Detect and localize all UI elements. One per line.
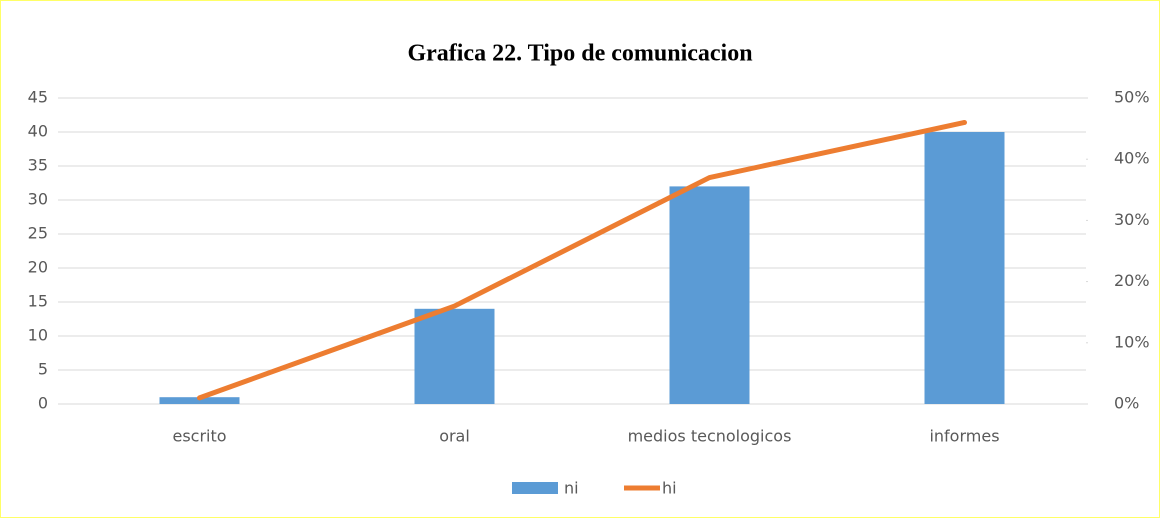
y-tick-label: 45 (28, 88, 48, 107)
bar (924, 132, 1005, 404)
legend-label: hi (662, 479, 677, 498)
y-tick-label: 5 (38, 360, 48, 379)
legend-swatch (512, 482, 558, 494)
y2-tick-label: 30% (1114, 210, 1150, 229)
x-tick-label: informes (929, 427, 999, 446)
y-tick-label: 10 (28, 326, 48, 345)
y-tick-label: 20 (28, 258, 48, 277)
bar (159, 397, 240, 404)
bar (414, 308, 495, 404)
y-tick-label: 40 (28, 122, 48, 141)
chart-title: Grafica 22. Tipo de comunicacion (407, 41, 752, 67)
y-tick-label: 15 (28, 292, 48, 311)
line (197, 119, 967, 401)
y2-tick-label: 10% (1114, 332, 1150, 351)
y2-tick-label: 0% (1114, 394, 1139, 413)
y-tick-label: 25 (28, 224, 48, 243)
y2-tick-label: 40% (1114, 149, 1150, 168)
bar (669, 186, 750, 404)
y-tick-label: 0 (38, 394, 48, 413)
x-tick-label: escrito (172, 427, 226, 446)
y-tick-label: 35 (28, 156, 48, 175)
y2-tick-label: 50% (1114, 88, 1150, 107)
y2-tick-label: 20% (1114, 271, 1150, 290)
legend-label: ni (564, 479, 579, 498)
x-tick-label: oral (439, 427, 470, 446)
x-tick-label: medios tecnologicos (628, 427, 792, 446)
y-tick-label: 30 (28, 190, 48, 209)
